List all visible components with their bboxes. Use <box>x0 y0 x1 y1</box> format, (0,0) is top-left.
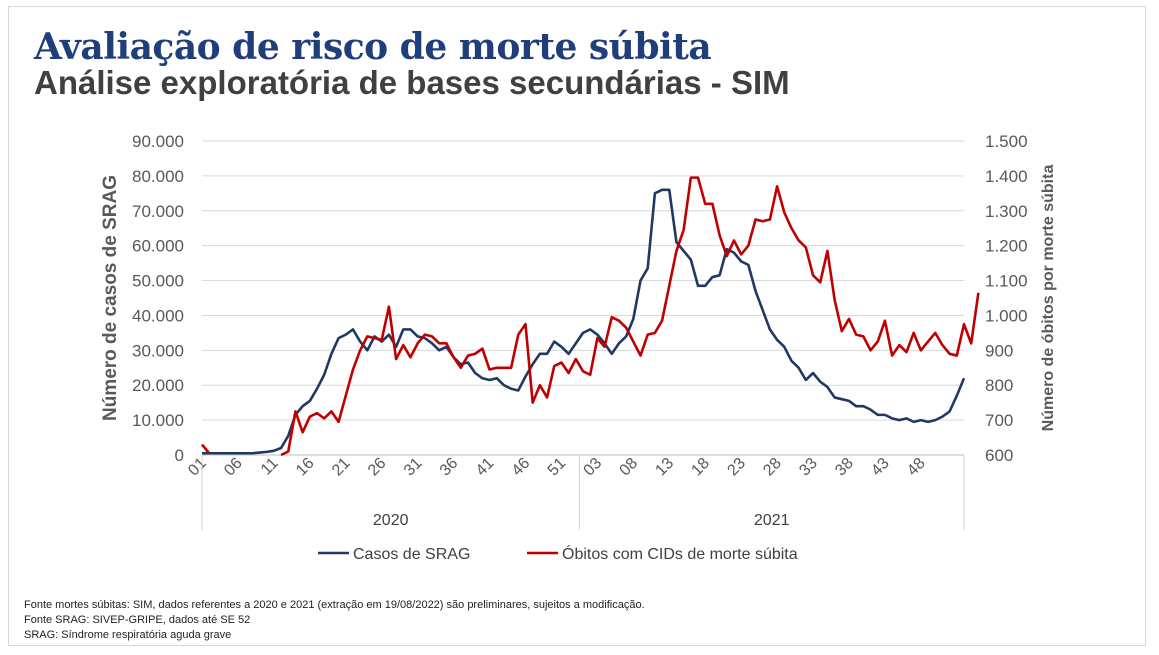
left-axis-ticks: 0 10.000 20.000 30.000 40.000 50.000 60.000 70.… <box>132 132 184 465</box>
year-label: 2020 <box>373 512 409 529</box>
y2-tick-label: 600 <box>985 446 1013 465</box>
y-tick-label: 30.000 <box>132 341 184 360</box>
gridlines <box>202 140 964 421</box>
y-tick-label: 20.000 <box>132 376 184 395</box>
y2-tick-label: 700 <box>985 411 1013 430</box>
y-tick-label: 50.000 <box>132 272 184 291</box>
y-tick-label: 70.000 <box>132 202 184 221</box>
y2-tick-label: 900 <box>985 341 1013 360</box>
x-tick-label: 18 <box>688 455 713 480</box>
x-tick-label: 36 <box>437 455 462 480</box>
x-tick-label: 43 <box>868 455 893 480</box>
x-tick-label: 31 <box>401 455 426 480</box>
y2-tick-label: 1.300 <box>985 202 1028 221</box>
x-tick-label: 23 <box>724 455 749 480</box>
slide-frame <box>8 6 1146 646</box>
y2-tick-label: 1.500 <box>985 132 1028 151</box>
slide-title: Avaliação de risco de morte súbita <box>34 26 712 68</box>
footnote-source-srag: Fonte SRAG: SIVEP-GRIPE, dados até SE 52 <box>24 614 251 626</box>
x-tick-label: 01 <box>185 455 210 480</box>
series-line-srag <box>202 188 966 455</box>
x-tick-label: 28 <box>760 455 785 480</box>
y2-tick-label: 1.200 <box>985 237 1028 256</box>
y-tick-label: 80.000 <box>132 167 184 186</box>
y-tick-label: 0 <box>175 446 184 465</box>
y-tick-label: 60.000 <box>132 237 184 256</box>
legend-label-srag: Casos de SRAG <box>353 546 470 563</box>
x-tick-label: 13 <box>652 455 677 480</box>
x-tick-label: 48 <box>904 455 929 480</box>
x-tick-label: 06 <box>221 455 246 480</box>
series-line-obitos <box>200 176 980 457</box>
x-tick-label: 41 <box>473 455 498 480</box>
footnote-source-mortes: Fonte mortes súbitas: SIM, dados referen… <box>24 599 645 611</box>
x-tick-label: 26 <box>365 455 390 480</box>
y-tick-label: 40.000 <box>132 306 184 325</box>
x-tick-label: 11 <box>258 455 282 479</box>
slide-subtitle: Análise exploratória de bases secundária… <box>34 64 790 101</box>
footnote-srag-definition: SRAG: Síndrome respiratória aguda grave <box>24 629 232 641</box>
y2-tick-label: 800 <box>985 376 1013 395</box>
legend-label-obitos: Óbitos com CIDs de morte súbita <box>562 544 798 563</box>
right-axis-ticks: 600 700 800 900 1.000 1.100 1.200 1.300 1.400 1.5… <box>985 132 1028 465</box>
right-axis-label: Número de óbitos por morte súbita <box>1040 165 1057 432</box>
y2-tick-label: 1.400 <box>985 167 1028 186</box>
y2-tick-label: 1.100 <box>985 272 1028 291</box>
x-tick-label: 16 <box>293 455 318 480</box>
x-axis: 01 06 11 16 21 26 31 36 41 46 51 03 08 13 18 23 28 33 38 43… <box>185 454 965 530</box>
line-chart: 0 10.000 20.000 30.000 40.000 50.000 60.000 70.… <box>100 132 1057 563</box>
x-tick-label: 08 <box>617 455 642 480</box>
x-tick-label: 21 <box>329 455 354 480</box>
y-tick-label: 10.000 <box>132 411 184 430</box>
x-tick-label: 46 <box>509 455 534 480</box>
y-tick-label: 90.000 <box>132 132 184 151</box>
x-tick-label: 33 <box>796 455 821 480</box>
x-tick-label: 51 <box>545 455 570 480</box>
legend: Casos de SRAG Óbitos com CIDs de morte s… <box>318 544 798 563</box>
year-label: 2021 <box>754 512 790 529</box>
left-axis-label: Número de casos de SRAG <box>100 175 121 421</box>
series-lines <box>200 176 980 457</box>
y2-tick-label: 1.000 <box>985 306 1028 325</box>
x-tick-label: 03 <box>581 455 606 480</box>
x-tick-label: 38 <box>832 455 857 480</box>
